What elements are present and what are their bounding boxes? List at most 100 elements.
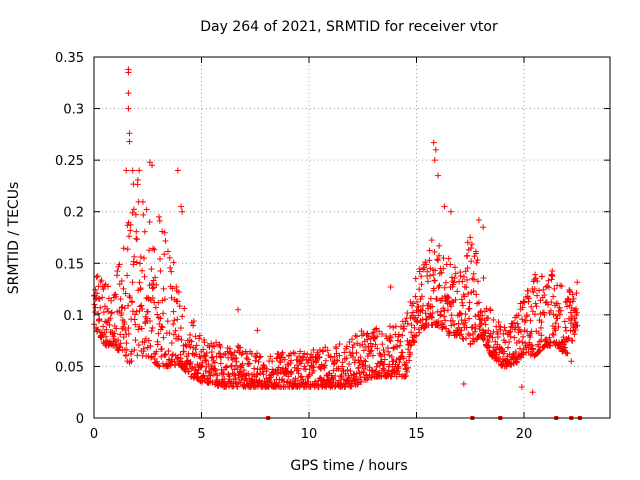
data-point <box>554 300 561 307</box>
data-point <box>411 324 418 331</box>
data-point <box>399 332 406 339</box>
data-point <box>539 273 546 280</box>
data-point <box>463 276 470 283</box>
data-point <box>196 335 203 342</box>
data-point <box>146 282 153 289</box>
data-point <box>364 336 371 343</box>
data-point <box>273 355 280 362</box>
data-point <box>116 343 123 350</box>
data-point <box>172 362 179 369</box>
data-point <box>468 324 475 331</box>
data-point <box>149 280 156 287</box>
data-point <box>253 370 260 377</box>
data-point <box>528 303 535 310</box>
data-point <box>175 289 182 296</box>
x-tick-label: 15 <box>408 427 425 442</box>
data-point <box>135 341 142 348</box>
data-point <box>441 313 448 320</box>
data-point <box>228 363 235 370</box>
data-point <box>568 317 575 324</box>
data-point <box>139 267 146 274</box>
data-point <box>449 317 456 324</box>
data-point <box>466 315 473 322</box>
data-point <box>372 341 379 348</box>
data-point <box>421 264 428 271</box>
data-point <box>425 300 432 307</box>
data-point <box>223 363 230 370</box>
data-point <box>418 281 425 288</box>
data-point <box>528 342 535 349</box>
data-point <box>567 327 574 334</box>
data-point <box>123 352 130 359</box>
data-point <box>164 318 171 325</box>
data-point <box>552 320 559 327</box>
data-point <box>187 359 194 366</box>
data-point <box>367 348 374 355</box>
data-point <box>522 317 529 324</box>
data-point <box>435 172 441 179</box>
data-point <box>395 363 402 370</box>
data-point <box>534 278 541 285</box>
data-point <box>426 272 433 279</box>
data-point <box>108 297 115 304</box>
data-point <box>158 353 165 360</box>
data-point <box>120 245 127 252</box>
data-point <box>254 371 261 378</box>
data-point <box>314 351 321 358</box>
data-point <box>571 315 578 322</box>
data-point <box>416 265 423 272</box>
data-point <box>467 234 474 241</box>
data-point <box>157 267 164 274</box>
data-point <box>450 279 457 286</box>
data-point <box>141 339 148 346</box>
data-point <box>422 259 429 266</box>
data-point <box>146 247 153 254</box>
data-point <box>147 317 154 324</box>
data-point <box>134 236 141 243</box>
data-point <box>445 328 452 335</box>
data-point <box>336 341 343 348</box>
data-point <box>139 306 146 313</box>
data-point <box>399 349 406 356</box>
data-point <box>225 371 232 378</box>
data-point <box>201 339 208 346</box>
plot-frame <box>93 56 611 419</box>
data-point <box>105 308 112 315</box>
data-point <box>298 357 305 364</box>
y-tick-label: 0 <box>76 412 84 427</box>
data-point <box>381 351 388 358</box>
data-point <box>174 355 181 362</box>
data-point <box>296 353 303 360</box>
data-point <box>94 273 101 280</box>
data-point <box>572 319 579 326</box>
data-point <box>515 324 522 331</box>
data-point <box>545 301 552 308</box>
data-point <box>349 336 356 343</box>
data-point <box>126 138 133 145</box>
data-point <box>301 363 308 370</box>
data-point <box>475 299 482 306</box>
data-point <box>431 248 438 255</box>
data-point <box>301 350 308 357</box>
data-point <box>532 300 539 307</box>
data-point <box>129 279 136 286</box>
data-point <box>444 295 451 302</box>
data-point <box>369 352 376 359</box>
data-point <box>138 302 145 309</box>
y-tick-label: 0.15 <box>55 257 84 272</box>
data-point <box>440 255 447 262</box>
data-point <box>245 370 252 377</box>
data-point <box>166 330 173 337</box>
data-point <box>417 306 424 313</box>
data-point <box>339 359 346 366</box>
data-point <box>174 316 181 323</box>
data-point <box>506 329 513 336</box>
data-point <box>467 341 474 348</box>
data-point <box>125 330 132 337</box>
data-point <box>160 285 167 292</box>
data-point <box>525 287 532 294</box>
data-point <box>460 335 467 342</box>
data-point <box>140 255 147 262</box>
data-point <box>501 348 508 355</box>
data-point <box>199 378 206 385</box>
